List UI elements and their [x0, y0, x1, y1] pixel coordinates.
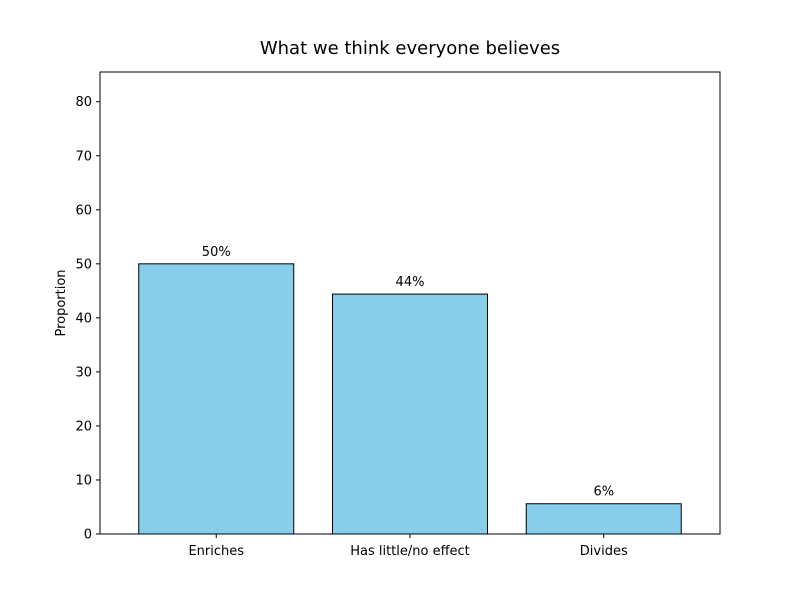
y-tick-label: 30 [75, 365, 92, 380]
y-tick-label: 50 [75, 257, 92, 272]
y-axis-label: Proportion [54, 269, 69, 336]
x-tick-label: Enriches [188, 544, 244, 559]
y-tick-label: 70 [75, 149, 92, 164]
x-axis: Enriches Has little/no effect Divides [188, 534, 628, 559]
bar-data-label: 50% [202, 245, 231, 260]
bar-data-label: 44% [396, 275, 425, 290]
y-axis: 0 10 20 30 40 50 60 70 80 [75, 95, 100, 543]
y-tick-label: 40 [75, 311, 92, 326]
data-labels-layer: 50% 44% 6% [202, 245, 614, 500]
chart-title: What we think everyone believes [260, 38, 560, 59]
x-tick-label: Divides [580, 544, 628, 559]
bar-enriches [138, 263, 295, 535]
y-tick-label: 80 [75, 95, 92, 110]
bar-divides [525, 503, 682, 535]
x-tick-label: Has little/no effect [350, 544, 470, 559]
bar-has-little-no-effect [332, 293, 488, 535]
bars-layer [138, 263, 682, 535]
plot-area-frame [99, 71, 721, 535]
y-tick-label: 10 [75, 473, 92, 488]
y-tick-label: 0 [84, 528, 92, 543]
bar-data-label: 6% [593, 485, 614, 500]
y-tick-label: 20 [75, 419, 92, 434]
y-tick-label: 60 [75, 203, 92, 218]
